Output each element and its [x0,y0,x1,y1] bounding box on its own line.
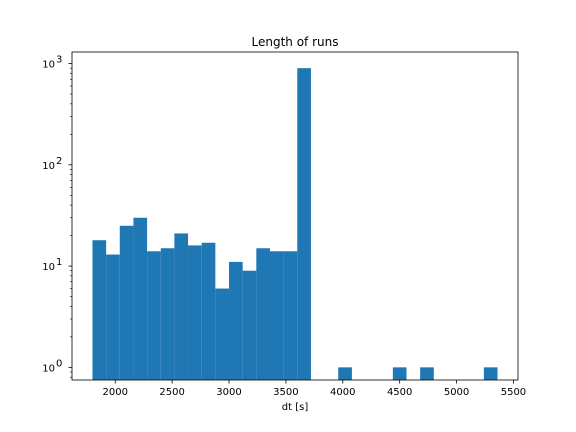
y-tick-label: 10 [42,363,55,374]
histogram-bar [420,367,434,380]
x-tick-label: 4500 [387,387,412,398]
y-tick-label: 10 [42,161,55,172]
histogram-bar [106,254,120,380]
plot-frame [71,51,519,381]
x-axis-label: dt [s] [282,402,309,413]
y-tick-label: 10 [42,262,55,273]
x-tick-label: 4000 [330,387,355,398]
chart-title: Length of runs [252,35,339,49]
histogram-bar [147,251,161,380]
histogram-bar [338,367,352,380]
x-tick-label: 5000 [444,387,469,398]
histogram-bar [119,225,134,380]
histogram-bar [92,240,107,380]
histogram-bar [256,248,270,380]
bars-group [92,68,498,381]
x-axis-ticks: 2000 2500 3000 3500 4000 4500 5000 5500 [103,380,526,398]
y-tick-exponent: 1 [56,257,62,268]
histogram-bar [392,367,407,380]
x-tick-label: 2000 [103,387,128,398]
histogram-bar [297,68,311,381]
histogram-bar [201,242,216,380]
histogram-bar [483,367,498,380]
y-tick-exponent: 3 [56,55,62,66]
x-tick-label: 3000 [216,387,241,398]
x-tick-label: 3500 [273,387,298,398]
histogram-bar [269,251,284,380]
histogram-bar [215,288,230,380]
x-tick-label: 5500 [501,387,526,398]
y-tick-exponent: 2 [56,156,62,167]
histogram-bar [283,251,298,380]
histogram-bar [160,248,175,380]
x-tick-label: 2500 [159,387,184,398]
histogram-bar [133,217,148,380]
y-tick-exponent: 0 [56,358,62,369]
histogram-bar [174,233,189,380]
histogram-bar [188,245,202,380]
histogram-bar [229,261,243,380]
histogram-bar [242,270,257,380]
y-tick-label: 10 [42,60,55,71]
